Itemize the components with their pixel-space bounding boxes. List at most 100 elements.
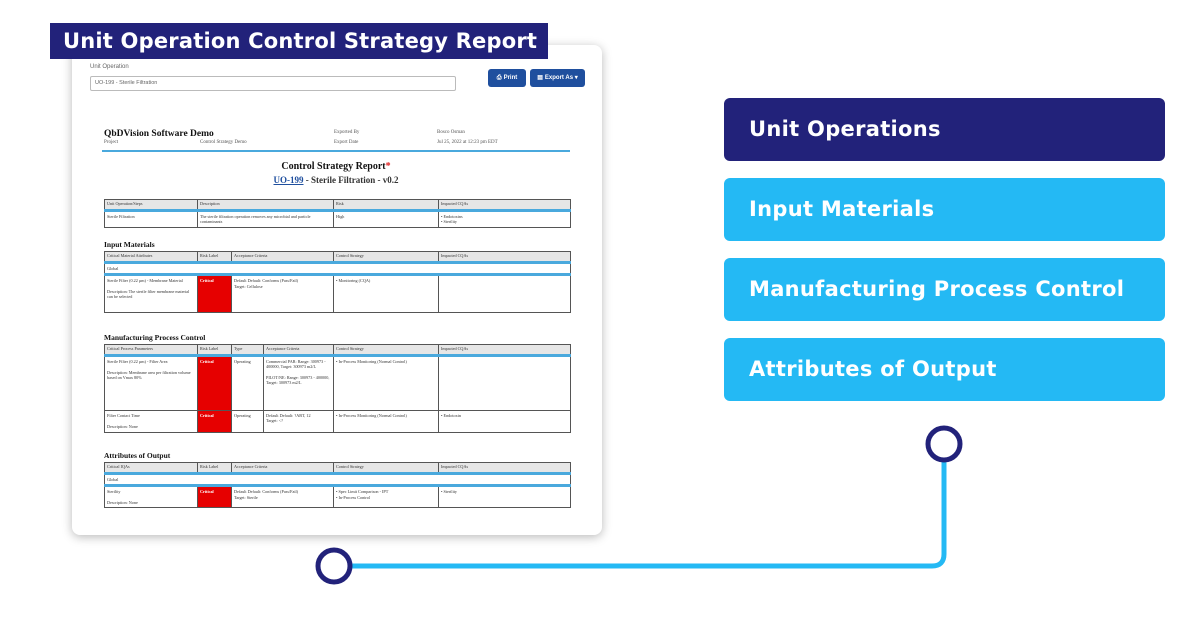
unit-operation-link[interactable]: UO-199 xyxy=(273,175,304,185)
column-header: Impacted CQAs xyxy=(438,251,571,264)
column-header: Acceptance Criteria xyxy=(231,462,334,475)
chevron-down-icon: ▾ xyxy=(574,75,578,81)
connector-start-node xyxy=(315,547,353,585)
column-header: Risk Label xyxy=(197,344,232,357)
header-divider xyxy=(102,150,570,152)
table-cell xyxy=(438,274,571,314)
column-header: Critical IQAs xyxy=(104,462,198,475)
report-subtitle-rest: - Sterile Filtration - v0.2 xyxy=(303,175,399,185)
export-date-label: Export Date xyxy=(334,140,359,145)
risk-critical-badge: Critical xyxy=(197,485,232,509)
report-document: QbDVision Software Demo Project Control … xyxy=(102,123,572,535)
exported-by-value: Bosco Osman xyxy=(437,130,465,135)
table-header-row: Critical IQAs Risk Label Acceptance Crit… xyxy=(104,462,571,475)
overview-table: Unit Operation/Steps Description Risk Im… xyxy=(104,199,571,228)
group-label: Global xyxy=(104,472,571,488)
column-header: Risk xyxy=(333,199,439,212)
export-label: Export As xyxy=(544,75,574,81)
report-subtitle: UO-199 - Sterile Filtration - v0.2 xyxy=(102,175,570,185)
table-cell: Sterile Filtration xyxy=(104,210,198,228)
report-banner-title: Unit Operation Control Strategy Report xyxy=(50,23,548,59)
table-cell: • In-Process Monitoring (Normal Control) xyxy=(333,355,439,411)
column-header: Impacted CQAs xyxy=(438,462,571,475)
table-cell: Default Default: Conforms (Pass/Fail) Ta… xyxy=(231,485,334,509)
export-as-button[interactable]: ▤ Export As ▾ xyxy=(530,69,585,87)
section-input-materials: Input Materials xyxy=(104,240,155,249)
report-title: Control Strategy Report* xyxy=(102,161,570,172)
table-cell: Commercial PAR: Range: 300973 - 400000, … xyxy=(263,355,334,411)
report-card: Unit Operation UO-199 - Sterile Filtrati… xyxy=(72,45,602,535)
column-header: Control Strategy xyxy=(333,462,439,475)
table-cell: Default Default: ?ABT, 12 Target: <? xyxy=(263,410,334,433)
table-cell: The sterile filtration operation removes… xyxy=(197,210,334,228)
menu-item-manufacturing-process-control[interactable]: Manufacturing Process Control xyxy=(724,258,1165,321)
column-header: Risk Label xyxy=(197,462,232,475)
table-cell: Sterility Description: None xyxy=(104,485,198,509)
table-header-row: Critical Process Parameters Risk Label T… xyxy=(104,344,571,357)
section-manufacturing-process-control: Manufacturing Process Control xyxy=(104,333,206,342)
menu-item-attributes-of-output[interactable]: Attributes of Output xyxy=(724,338,1165,401)
menu-item-input-materials[interactable]: Input Materials xyxy=(724,178,1165,241)
risk-critical-badge: Critical xyxy=(197,355,232,411)
group-label: Global xyxy=(104,261,571,277)
column-header: Description xyxy=(197,199,334,212)
table-cell: • Endotoxins • Sterility xyxy=(438,210,571,228)
table-cell xyxy=(438,355,571,411)
table-row: Sterile Filtration The sterile filtratio… xyxy=(104,210,571,228)
connector-path xyxy=(331,444,947,569)
printer-icon: ⎙ xyxy=(496,75,502,81)
group-row: Global xyxy=(104,472,571,488)
file-icon: ▤ xyxy=(537,75,543,81)
table-cell: Sterile Filter (0.22 µm) - Membrane Mate… xyxy=(104,274,198,314)
project-value: Control Strategy Demo xyxy=(200,140,247,145)
column-header: Acceptance Criteria xyxy=(231,251,334,264)
table-cell: Sterile Filter (0.22 µm) - Filter Area D… xyxy=(104,355,198,411)
table-cell: • In-Process Monitoring (Normal Control) xyxy=(333,410,439,433)
table-row: Sterile Filter (0.22 µm) - Filter Area D… xyxy=(104,355,571,411)
column-header: Impacted CQAs xyxy=(438,199,571,212)
table-header-row: Critical Material Attributes Risk Label … xyxy=(104,251,571,264)
table-cell: • Sterility xyxy=(438,485,571,509)
unit-operation-label: Unit Operation xyxy=(90,64,129,70)
table-cell: • Spec Limit Comparison - IPT • In-Proce… xyxy=(333,485,439,509)
table-cell: Default Default: Conforms (Pass/Fail) Ta… xyxy=(231,274,334,314)
company-name: QbDVision Software Demo xyxy=(104,129,214,139)
table-row: Sterility Description: None Critical Def… xyxy=(104,485,571,509)
section-attributes-of-output: Attributes of Output xyxy=(104,451,171,460)
column-header: Type xyxy=(231,344,264,357)
unit-operation-select[interactable]: UO-199 - Sterile Filtration xyxy=(90,76,456,91)
print-label: Print xyxy=(503,75,518,81)
mpc-table: Critical Process Parameters Risk Label T… xyxy=(104,344,571,433)
table-header-row: Unit Operation/Steps Description Risk Im… xyxy=(104,199,571,212)
group-row: Global xyxy=(104,261,571,277)
column-header: Risk Label xyxy=(197,251,232,264)
column-header: Control Strategy xyxy=(333,251,439,264)
column-header: Impacted CQAs xyxy=(438,344,571,357)
exported-by-label: Exported By xyxy=(334,130,360,135)
column-header: Critical Material Attributes xyxy=(104,251,198,264)
table-cell: Operating xyxy=(231,355,264,411)
table-cell: • Endotoxin xyxy=(438,410,571,433)
table-cell: Filter Contact Time Description: None xyxy=(104,410,198,433)
export-date-value: Jul 25, 2022 at 12:23 pm EDT xyxy=(437,140,498,145)
table-cell: • Monitoring (CQA) xyxy=(333,274,439,314)
input-materials-table: Critical Material Attributes Risk Label … xyxy=(104,251,571,314)
print-button[interactable]: ⎙ Print xyxy=(488,69,526,87)
project-label: Project xyxy=(104,140,119,145)
table-row: Filter Contact Time Description: None Cr… xyxy=(104,410,571,433)
risk-critical-badge: Critical xyxy=(197,410,232,433)
attributes-of-output-table: Critical IQAs Risk Label Acceptance Crit… xyxy=(104,462,571,509)
menu-item-unit-operations[interactable]: Unit Operations xyxy=(724,98,1165,161)
table-cell: High xyxy=(333,210,439,228)
table-cell: Operating xyxy=(231,410,264,433)
connector-end-node xyxy=(925,425,963,463)
report-title-star: * xyxy=(385,161,391,172)
column-header: Acceptance Criteria xyxy=(263,344,334,357)
table-row: Sterile Filter (0.22 µm) - Membrane Mate… xyxy=(104,274,571,314)
risk-critical-badge: Critical xyxy=(197,274,232,314)
column-header: Critical Process Parameters xyxy=(104,344,198,357)
column-header: Control Strategy xyxy=(333,344,439,357)
column-header: Unit Operation/Steps xyxy=(104,199,198,212)
report-title-text: Control Strategy Report xyxy=(281,161,386,172)
